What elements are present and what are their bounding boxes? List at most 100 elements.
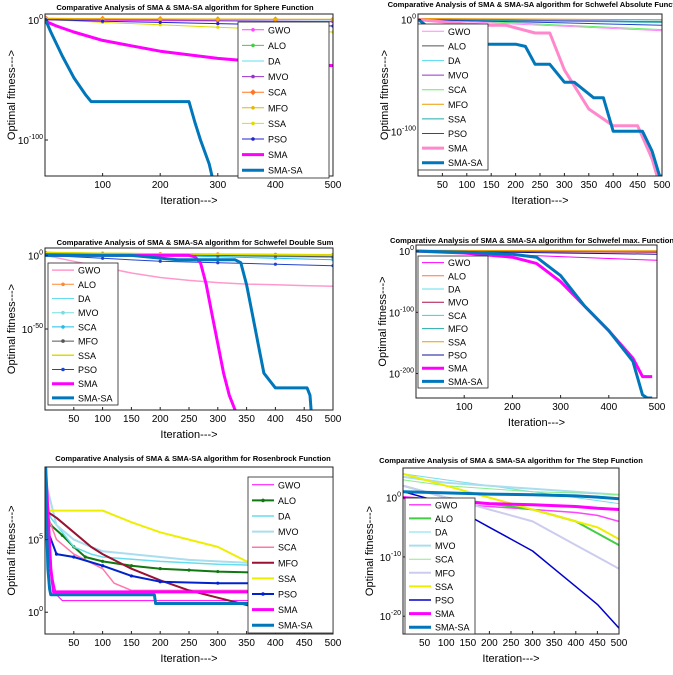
x-tick-label: 200 bbox=[152, 414, 169, 425]
legend: GWO ALO DA MVO SCA MFO SSA PSO SMA SMA-SA bbox=[417, 23, 489, 171]
chart-title: Comparative Analysis of SMA & SMA-SA alg… bbox=[388, 0, 673, 9]
x-tick-label: 350 bbox=[580, 180, 597, 191]
legend-box bbox=[47, 262, 119, 406]
y-axis-label: Optimal fitness---> bbox=[364, 506, 376, 596]
x-tick-label: 50 bbox=[68, 414, 80, 425]
series-marker-pso bbox=[158, 580, 162, 584]
legend-label-da: DA bbox=[435, 528, 448, 538]
legend-label-sma-sa: SMA-SA bbox=[78, 393, 113, 403]
legend-label-mfo: MFO bbox=[448, 100, 468, 110]
y-tick-label: 10-100 bbox=[18, 134, 43, 147]
x-tick-label: 500 bbox=[325, 638, 342, 649]
series-marker-mfo bbox=[273, 17, 277, 21]
y-tick-label: 100 bbox=[28, 249, 43, 262]
x-axis-label: Iteration---> bbox=[160, 429, 217, 441]
y-tick-label: 100 bbox=[399, 245, 414, 258]
series-lines bbox=[403, 472, 619, 629]
y-tick-label: 105 bbox=[28, 534, 43, 547]
series-line-sma-sa bbox=[403, 490, 619, 501]
legend: GWO ALO DA MVO SCA MFO SSA PSO SMA SMA-SA bbox=[247, 476, 334, 634]
y-tick-label: 10-200 bbox=[389, 368, 414, 381]
series-line-alo bbox=[45, 510, 333, 576]
legend-box bbox=[417, 23, 489, 171]
series-lines bbox=[45, 250, 333, 410]
y-axis-label: Optimal fitness---> bbox=[377, 276, 389, 366]
legend-label-pso: PSO bbox=[448, 129, 467, 139]
legend: GWO ALO DA MVO SCA MFO SSA PSO SMA SMA-SA bbox=[417, 255, 489, 389]
x-tick-label: 500 bbox=[325, 180, 342, 191]
legend-label-ssa: SSA bbox=[78, 351, 96, 361]
legend-label-alo: ALO bbox=[78, 280, 96, 290]
series-line-sma-sa bbox=[45, 19, 214, 176]
legend-marker bbox=[61, 282, 65, 287]
legend-label-gwo: GWO bbox=[78, 266, 101, 276]
x-tick-label: 350 bbox=[546, 638, 563, 649]
legend-label-alo: ALO bbox=[278, 496, 296, 506]
x-tick-label: 50 bbox=[419, 638, 431, 649]
series-marker-mfo bbox=[101, 17, 105, 21]
legend-marker bbox=[251, 137, 255, 141]
x-tick-label: 100 bbox=[456, 402, 473, 413]
x-axis-label: Iteration---> bbox=[508, 417, 565, 429]
legend-label-sma-sa: SMA-SA bbox=[448, 158, 483, 168]
legend-label-ssa: SSA bbox=[448, 337, 466, 347]
y-tick-label: 100 bbox=[28, 606, 43, 619]
legend-box bbox=[247, 476, 334, 634]
x-axis-label: Iteration---> bbox=[160, 653, 217, 665]
legend-label-sca: SCA bbox=[78, 322, 97, 332]
legend-label-sma: SMA bbox=[448, 364, 468, 374]
series-line-ssa bbox=[416, 249, 657, 252]
legend-label-mvo: MVO bbox=[268, 72, 289, 82]
series-marker-mfo bbox=[158, 17, 162, 21]
legend-box bbox=[404, 497, 476, 635]
chart-panel-3: 50 100 150 200 250 300 350 400 450 500 100 10-50 Com… bbox=[6, 238, 342, 441]
legend: GWO ALO DA MVO SCA MFO SSA PSO SMA SMA-SA bbox=[237, 21, 330, 179]
y-tick-label: 10-10 bbox=[380, 551, 401, 564]
x-tick-label: 250 bbox=[181, 414, 198, 425]
y-tick-label: 100 bbox=[386, 492, 401, 505]
legend-label-alo: ALO bbox=[448, 41, 466, 51]
legend-marker bbox=[61, 339, 65, 343]
series-marker-alo bbox=[187, 568, 191, 572]
legend-label-mfo: MFO bbox=[278, 558, 298, 568]
legend-label-gwo: GWO bbox=[448, 27, 471, 37]
legend-marker bbox=[251, 28, 255, 32]
series-marker-pso bbox=[72, 555, 76, 559]
x-tick-label: 300 bbox=[209, 414, 226, 425]
series-line-gwo bbox=[418, 19, 662, 32]
series-marker-alo bbox=[101, 559, 105, 563]
legend-label-sca: SCA bbox=[278, 543, 297, 553]
legend-label-gwo: GWO bbox=[268, 25, 291, 35]
legend-label-sma-sa: SMA-SA bbox=[435, 623, 470, 633]
x-axis-label: Iteration---> bbox=[511, 195, 568, 207]
legend-marker bbox=[251, 74, 255, 79]
series-marker-pso bbox=[216, 22, 220, 26]
x-tick-label: 400 bbox=[267, 180, 284, 191]
x-tick-label: 150 bbox=[123, 414, 140, 425]
x-axis-label: Iteration---> bbox=[482, 653, 539, 665]
legend-label-sca: SCA bbox=[448, 311, 467, 321]
chart-title: Comparative Analysis of SMA & SMA-SA alg… bbox=[379, 456, 643, 465]
x-tick-label: 150 bbox=[123, 638, 140, 649]
legend-label-pso: PSO bbox=[435, 596, 454, 606]
x-tick-label: 450 bbox=[629, 180, 646, 191]
legend-label-mvo: MVO bbox=[78, 308, 99, 318]
series-line-mfo bbox=[45, 18, 333, 20]
y-axis-label: Optimal fitness---> bbox=[6, 505, 18, 595]
legend-label-gwo: GWO bbox=[448, 258, 471, 268]
x-tick-label: 200 bbox=[481, 638, 498, 649]
x-tick-label: 300 bbox=[552, 402, 569, 413]
x-tick-label: 100 bbox=[94, 638, 111, 649]
chart-title: Comparative Analysis of SMA & SMA-SA alg… bbox=[56, 3, 314, 12]
legend-label-sma-sa: SMA-SA bbox=[278, 621, 313, 631]
series-marker-pso bbox=[129, 574, 133, 578]
series-marker-pso bbox=[54, 552, 59, 556]
y-tick-label: 10-50 bbox=[22, 323, 43, 336]
series-marker-alo bbox=[216, 569, 220, 574]
x-tick-label: 500 bbox=[611, 638, 628, 649]
legend: GWO ALO DA MVO SCA MFO SSA PSO SMA SMA-SA bbox=[47, 262, 119, 406]
x-tick-label: 400 bbox=[605, 180, 622, 191]
legend-label-ssa: SSA bbox=[448, 114, 466, 124]
series-marker-pso bbox=[273, 262, 277, 266]
